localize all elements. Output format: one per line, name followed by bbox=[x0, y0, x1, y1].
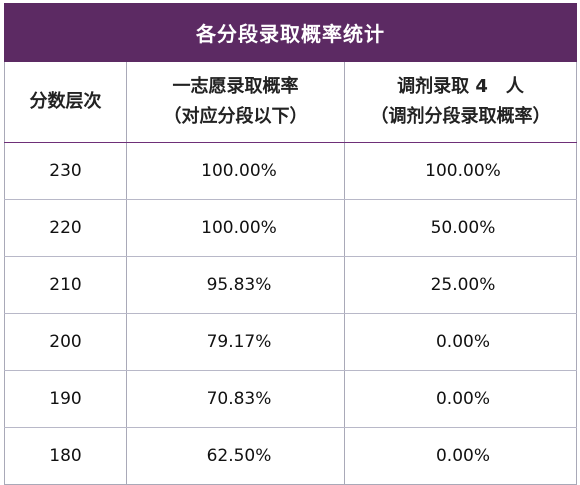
cell-score: 230 bbox=[4, 142, 127, 200]
header-adjustment-line1: 调剂录取 4 人 bbox=[397, 76, 524, 97]
cell-adjust: 100.00% bbox=[344, 142, 577, 200]
table-row: 180 62.50% 0.00% bbox=[4, 427, 577, 485]
cell-first-choice: 95.83% bbox=[126, 256, 345, 314]
cell-adjust: 0.00% bbox=[344, 370, 577, 428]
cell-score: 220 bbox=[4, 199, 127, 257]
table-row: 210 95.83% 25.00% bbox=[4, 256, 577, 314]
cell-first-choice: 70.83% bbox=[126, 370, 345, 428]
header-adjustment-line2: （调剂分段录取概率） bbox=[370, 106, 551, 127]
cell-first-choice: 79.17% bbox=[126, 313, 345, 371]
admission-probability-table: 各分段录取概率统计 分数层次 一志愿录取概率 （对应分段以下） 调剂录取 4 人… bbox=[4, 3, 577, 485]
table-row: 230 100.00% 100.00% bbox=[4, 142, 577, 200]
cell-adjust: 0.00% bbox=[344, 427, 577, 485]
table-row: 190 70.83% 0.00% bbox=[4, 370, 577, 428]
table-title-row: 各分段录取概率统计 bbox=[4, 3, 577, 62]
cell-first-choice: 100.00% bbox=[126, 199, 345, 257]
cell-score: 210 bbox=[4, 256, 127, 314]
cell-score: 180 bbox=[4, 427, 127, 485]
table-row: 200 79.17% 0.00% bbox=[4, 313, 577, 371]
header-score-level: 分数层次 bbox=[4, 61, 127, 143]
table-row: 220 100.00% 50.00% bbox=[4, 199, 577, 257]
cell-adjust: 25.00% bbox=[344, 256, 577, 314]
table-title: 各分段录取概率统计 bbox=[4, 3, 577, 62]
cell-first-choice: 62.50% bbox=[126, 427, 345, 485]
cell-score: 190 bbox=[4, 370, 127, 428]
table-header-row: 分数层次 一志愿录取概率 （对应分段以下） 调剂录取 4 人 （调剂分段录取概率… bbox=[4, 61, 577, 143]
header-adjustment: 调剂录取 4 人 （调剂分段录取概率） bbox=[344, 61, 577, 143]
cell-adjust: 50.00% bbox=[344, 199, 577, 257]
cell-score: 200 bbox=[4, 313, 127, 371]
stats-table-container: 各分段录取概率统计 分数层次 一志愿录取概率 （对应分段以下） 调剂录取 4 人… bbox=[4, 3, 577, 485]
cell-adjust: 0.00% bbox=[344, 313, 577, 371]
cell-first-choice: 100.00% bbox=[126, 142, 345, 200]
header-first-choice-line1: 一志愿录取概率 bbox=[172, 76, 299, 97]
header-first-choice: 一志愿录取概率 （对应分段以下） bbox=[126, 61, 345, 143]
header-first-choice-line2: （对应分段以下） bbox=[163, 106, 308, 127]
